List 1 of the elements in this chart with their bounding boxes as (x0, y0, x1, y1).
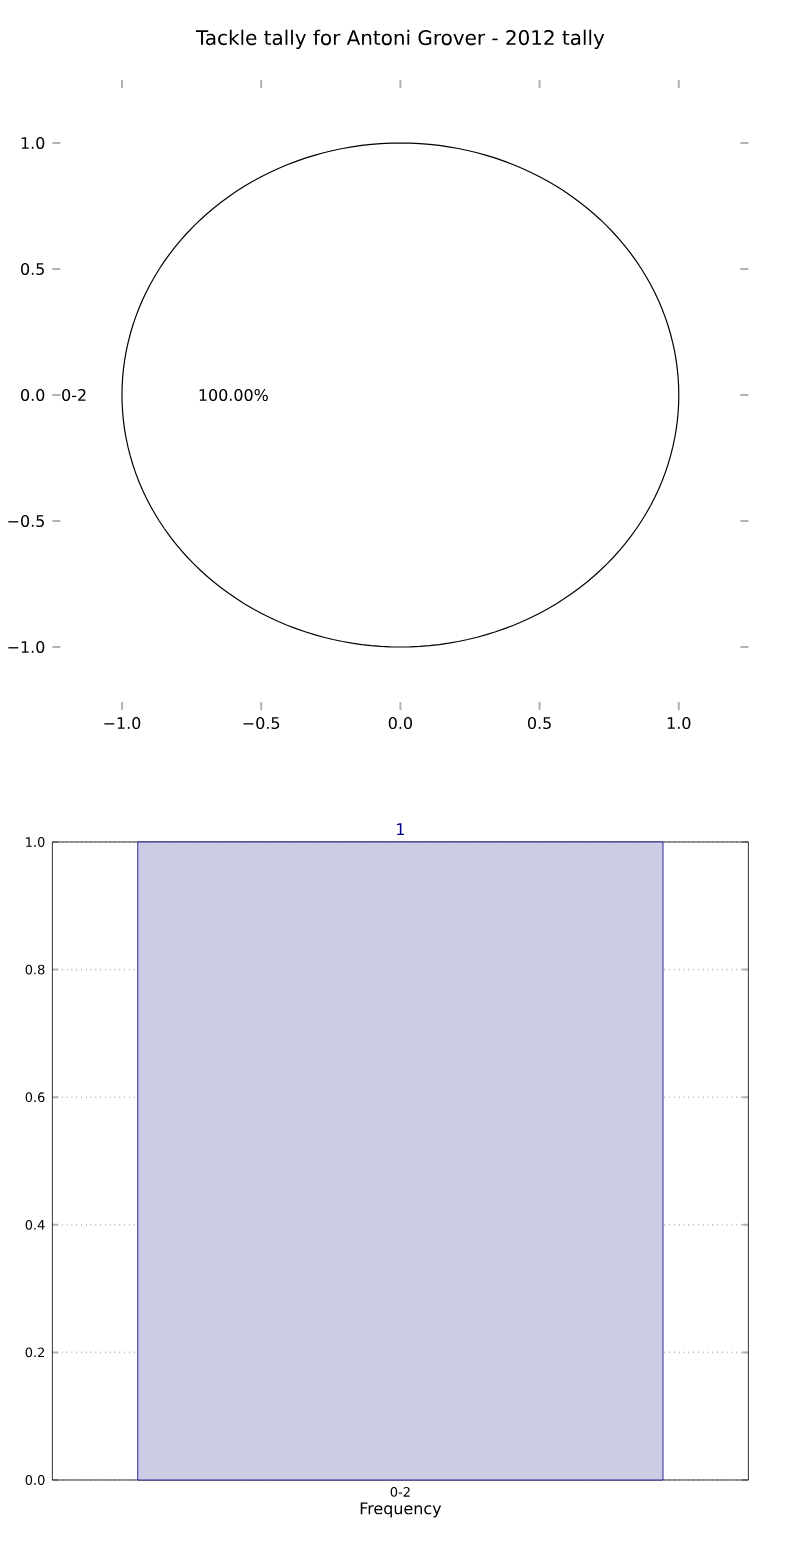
chart-title: Tackle tally for Antoni Grover - 2012 tally (195, 29, 605, 49)
